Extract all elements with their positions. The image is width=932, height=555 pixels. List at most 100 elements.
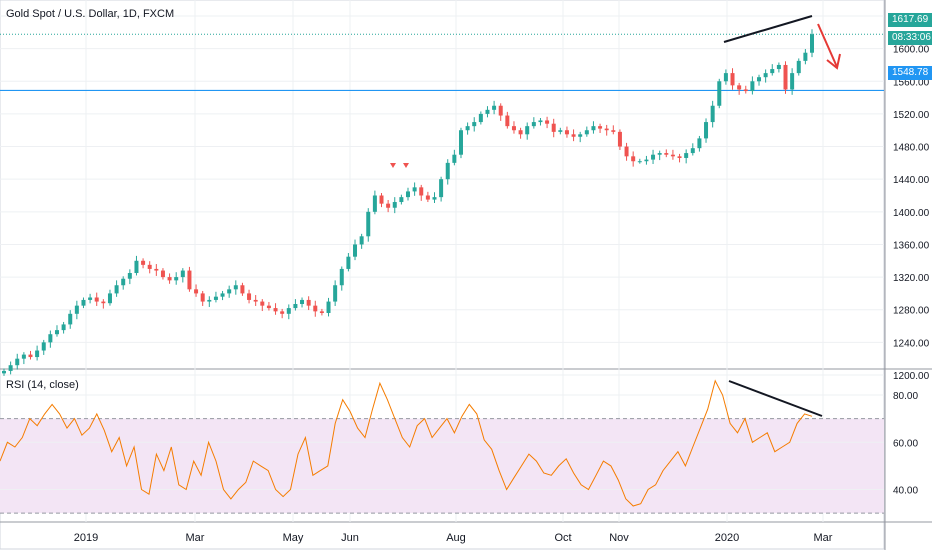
candle-body xyxy=(452,154,457,163)
y-tick-label: 1440.00 xyxy=(893,175,930,186)
y-tick-label: 1200.00 xyxy=(893,371,930,382)
candle xyxy=(525,122,530,140)
candle xyxy=(810,29,814,58)
candle-body xyxy=(525,126,530,135)
candle-body xyxy=(604,128,609,131)
last-price-badge: 1617.69 xyxy=(888,13,932,27)
candle-body xyxy=(8,365,13,371)
candle-body xyxy=(631,156,636,162)
candle xyxy=(783,61,788,94)
rsi-pane xyxy=(0,379,884,514)
candle xyxy=(697,135,702,152)
candle-body xyxy=(704,122,709,139)
candle xyxy=(194,284,199,297)
candle-body xyxy=(187,270,192,290)
candle xyxy=(584,126,589,137)
candle-body xyxy=(710,105,715,123)
candle-body xyxy=(326,301,331,313)
candle-body xyxy=(260,301,265,306)
candle xyxy=(770,64,775,76)
candle xyxy=(637,158,642,164)
candle xyxy=(531,117,536,129)
candle xyxy=(88,293,93,304)
candle xyxy=(61,321,66,334)
signal-marker xyxy=(390,163,396,168)
candle-body xyxy=(743,89,748,92)
candle-body xyxy=(253,299,258,302)
candle xyxy=(280,308,285,319)
candle xyxy=(419,184,424,201)
candle xyxy=(439,176,444,202)
candle-body xyxy=(154,268,159,271)
candle-body xyxy=(465,126,470,131)
candle-body xyxy=(313,305,318,312)
candle xyxy=(465,122,470,135)
candle xyxy=(412,182,417,196)
candle xyxy=(160,268,165,280)
candle-body xyxy=(134,260,139,274)
candle xyxy=(710,100,715,128)
candle-body xyxy=(584,130,589,135)
y-tick-label: 1320.00 xyxy=(893,273,930,284)
candle-body xyxy=(472,122,477,127)
candle-body xyxy=(48,334,53,343)
x-tick-label: May xyxy=(283,532,304,544)
candle xyxy=(571,129,576,142)
candle-body xyxy=(200,293,205,302)
candle xyxy=(94,292,99,306)
candle xyxy=(101,299,106,309)
candle-body xyxy=(54,330,59,335)
candle-body xyxy=(564,130,569,135)
candle xyxy=(121,276,126,290)
candle xyxy=(213,291,218,303)
candle-body xyxy=(677,156,682,158)
candle-body xyxy=(723,73,728,82)
candle xyxy=(617,129,622,150)
rsi-y-tick-label: 60.00 xyxy=(893,438,918,449)
candle xyxy=(266,301,271,311)
candle-body xyxy=(306,299,311,306)
candle-body xyxy=(796,60,801,74)
candle xyxy=(326,297,331,317)
candle-body xyxy=(750,81,755,92)
candle-body xyxy=(558,130,563,132)
candle xyxy=(54,325,59,337)
candle-body xyxy=(233,285,238,290)
candle-body xyxy=(545,120,550,124)
candle-body xyxy=(21,354,26,359)
rsi-trendline xyxy=(728,380,823,417)
candle xyxy=(511,121,516,134)
candle-body xyxy=(439,179,444,198)
y-tick-label: 1600.00 xyxy=(893,45,930,56)
candle xyxy=(41,339,46,355)
countdown-badge: 08:33:06 xyxy=(888,31,932,45)
candle-body xyxy=(372,195,377,212)
candle-body xyxy=(803,52,808,61)
candle-body xyxy=(392,202,397,208)
candle xyxy=(432,192,437,204)
candle xyxy=(452,149,457,166)
candle xyxy=(750,76,755,95)
candle-series xyxy=(2,29,814,376)
candle xyxy=(359,233,364,249)
x-tick-label: Mar xyxy=(186,532,205,544)
candle-body xyxy=(266,305,271,309)
candle-body xyxy=(346,256,351,269)
candle-body xyxy=(425,195,430,200)
candle-body xyxy=(445,162,450,180)
candle-body xyxy=(730,73,735,86)
candle-body xyxy=(359,236,364,245)
candle xyxy=(670,149,675,160)
candle-body xyxy=(664,153,669,155)
candle xyxy=(141,258,146,269)
candle-body xyxy=(684,153,689,158)
candle-body xyxy=(690,148,695,154)
candle xyxy=(313,300,318,317)
down-arrow-head xyxy=(826,53,841,70)
x-tick-label: 2019 xyxy=(74,532,98,544)
candle xyxy=(730,68,735,90)
candle xyxy=(598,123,603,134)
candle xyxy=(743,85,748,94)
